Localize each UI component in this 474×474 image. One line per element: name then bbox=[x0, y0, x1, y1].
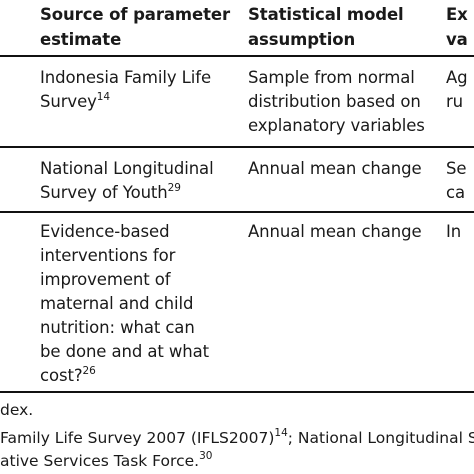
row-3-extra-line-1: In bbox=[446, 222, 462, 241]
row-1-source: Indonesia Family Life Survey14 bbox=[40, 66, 211, 114]
row-1-model-line-3: explanatory variables bbox=[248, 116, 425, 135]
row-1-extra: Ag ru bbox=[446, 66, 468, 114]
row-3-source-line-3: improvement of bbox=[40, 270, 171, 289]
header-source: Source of parameter estimate bbox=[40, 2, 230, 52]
row-3-source-line-6: be done and at what bbox=[40, 342, 210, 361]
row-2-source-line-1: National Longitudinal bbox=[40, 159, 214, 178]
footnote-line-2: Family Life Survey 2007 (IFLS2007)14; Na… bbox=[0, 427, 474, 449]
footnote-line-3: ative Services Task Force.30 bbox=[0, 450, 212, 472]
row-3-model: Annual mean change bbox=[248, 220, 422, 244]
row-3-source-line-2: interventions for bbox=[40, 246, 176, 265]
header-rule bbox=[0, 55, 474, 57]
row-1-extra-line-1: Ag bbox=[446, 68, 468, 87]
header-model-line-2: assumption bbox=[248, 30, 356, 49]
row-3-source-text: cost? bbox=[40, 366, 83, 385]
row-2-model-line-1: Annual mean change bbox=[248, 159, 422, 178]
row-3-source-line-7: cost?26 bbox=[40, 364, 209, 388]
row-1-rule bbox=[0, 146, 474, 148]
header-source-line-2: estimate bbox=[40, 30, 122, 49]
row-1-source-line-1: Indonesia Family Life bbox=[40, 68, 212, 87]
row-2-extra-line-1: Se bbox=[446, 159, 467, 178]
row-3-extra: In bbox=[446, 220, 461, 244]
row-1-model-line-1: Sample from normal bbox=[248, 68, 415, 87]
row-2-model: Annual mean change bbox=[248, 157, 422, 181]
row-2-extra-line-2: ca bbox=[446, 183, 465, 202]
header-extra-line-1: Ex bbox=[446, 5, 468, 24]
row-2-source-text: Survey of Youth bbox=[40, 183, 168, 202]
row-3-source-line-1: Evidence-based bbox=[40, 222, 170, 241]
header-model-line-1: Statistical model bbox=[248, 5, 404, 24]
footnote-line-2-ref: 14 bbox=[274, 426, 288, 439]
header-source-line-1: Source of parameter bbox=[40, 5, 230, 24]
row-1-extra-line-2: ru bbox=[446, 92, 464, 111]
header-extra-line-2: va bbox=[446, 30, 468, 49]
row-3-model-line-1: Annual mean change bbox=[248, 222, 422, 241]
row-3-source-line-5: nutrition: what can bbox=[40, 318, 195, 337]
header-model: Statistical model assumption bbox=[248, 2, 404, 52]
row-1-model-line-2: distribution based on bbox=[248, 92, 421, 111]
row-3-source: Evidence-based interventions for improve… bbox=[40, 220, 209, 388]
row-2-source-ref: 29 bbox=[167, 181, 181, 194]
footnote-line-1: dex. bbox=[0, 401, 34, 419]
header-extra: Ex va bbox=[446, 2, 468, 52]
row-3-source-line-4: maternal and child bbox=[40, 294, 194, 313]
footnote-line-3-ref: 30 bbox=[199, 449, 213, 462]
row-2-rule bbox=[0, 211, 474, 213]
row-1-model: Sample from normal distribution based on… bbox=[248, 66, 425, 138]
footnote-line-3-text: ative Services Task Force. bbox=[0, 452, 200, 470]
footnote-line-2-text-b: ; National Longitudinal Survey bbox=[287, 429, 474, 447]
footnote-line-2-text-a: Family Life Survey 2007 (IFLS2007) bbox=[0, 429, 275, 447]
row-3-source-ref: 26 bbox=[82, 364, 96, 377]
row-1-source-ref: 14 bbox=[96, 90, 110, 103]
row-1-source-line-2: Survey14 bbox=[40, 90, 211, 114]
row-1-source-text: Survey bbox=[40, 92, 97, 111]
row-2-extra: Se ca bbox=[446, 157, 467, 205]
table-bottom-rule bbox=[0, 391, 474, 393]
row-2-source-line-2: Survey of Youth29 bbox=[40, 181, 214, 205]
row-2-source: National Longitudinal Survey of Youth29 bbox=[40, 157, 214, 205]
